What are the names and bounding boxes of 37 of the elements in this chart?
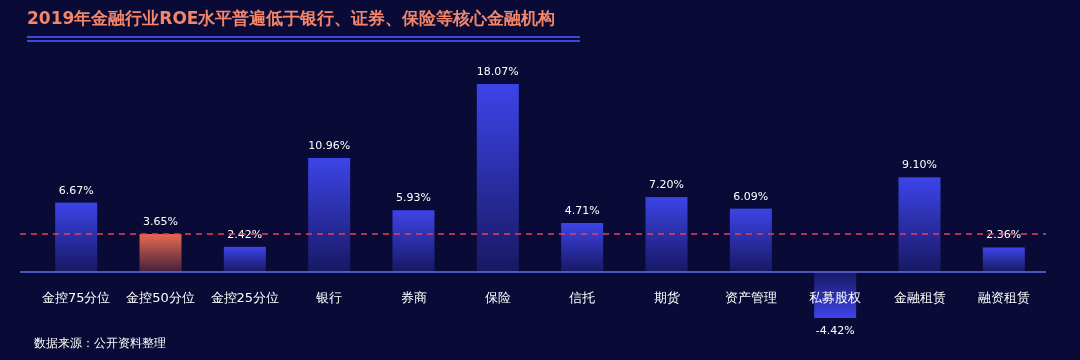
bar bbox=[645, 197, 688, 272]
bar bbox=[476, 84, 519, 272]
data-label: 10.96% bbox=[308, 138, 351, 152]
x-tick-label: 金控50分位 bbox=[126, 290, 195, 305]
x-tick-label: 金控25分位 bbox=[210, 290, 280, 305]
bar bbox=[982, 247, 1025, 272]
x-tick-label: 期货 bbox=[653, 290, 680, 305]
data-label: 9.10% bbox=[902, 158, 937, 172]
x-tick-label: 融资租赁 bbox=[977, 290, 1030, 305]
x-tick-label: 保险 bbox=[484, 290, 511, 305]
x-tick-label: 金控75分位 bbox=[41, 290, 111, 305]
data-label: 2.42% bbox=[227, 227, 263, 241]
x-tick-label: 资产管理 bbox=[724, 290, 777, 305]
data-label: 4.71% bbox=[564, 204, 600, 217]
data-label: 7.20% bbox=[649, 178, 684, 192]
bar bbox=[898, 177, 941, 272]
data-label: -4.42% bbox=[815, 323, 855, 337]
data-label: 6.09% bbox=[733, 189, 769, 203]
bar bbox=[392, 210, 435, 272]
data-label: 3.65% bbox=[143, 215, 178, 229]
data-label: 18.07% bbox=[476, 65, 519, 78]
x-tick-label: 银行 bbox=[315, 290, 343, 305]
bar bbox=[55, 202, 98, 272]
bar bbox=[308, 157, 351, 272]
x-tick-label: 信托 bbox=[569, 290, 596, 305]
chart-title: 2019年金融行业ROE水平普遍低于银行、证券、保险等核心金融机构 bbox=[27, 8, 556, 28]
data-label: 5.93% bbox=[396, 191, 431, 205]
x-tick-label: 券商 bbox=[400, 290, 427, 305]
data-label: 6.67% bbox=[58, 183, 94, 197]
source-note: 数据来源：公开资料整理 bbox=[34, 336, 166, 350]
bar bbox=[561, 223, 604, 272]
bar bbox=[223, 246, 266, 272]
data-label: 2.36% bbox=[986, 228, 1022, 242]
bar bbox=[729, 208, 772, 272]
bar bbox=[139, 234, 182, 272]
x-tick-label: 金融租赁 bbox=[893, 290, 946, 305]
x-tick-label: 私募股权 bbox=[809, 290, 862, 305]
